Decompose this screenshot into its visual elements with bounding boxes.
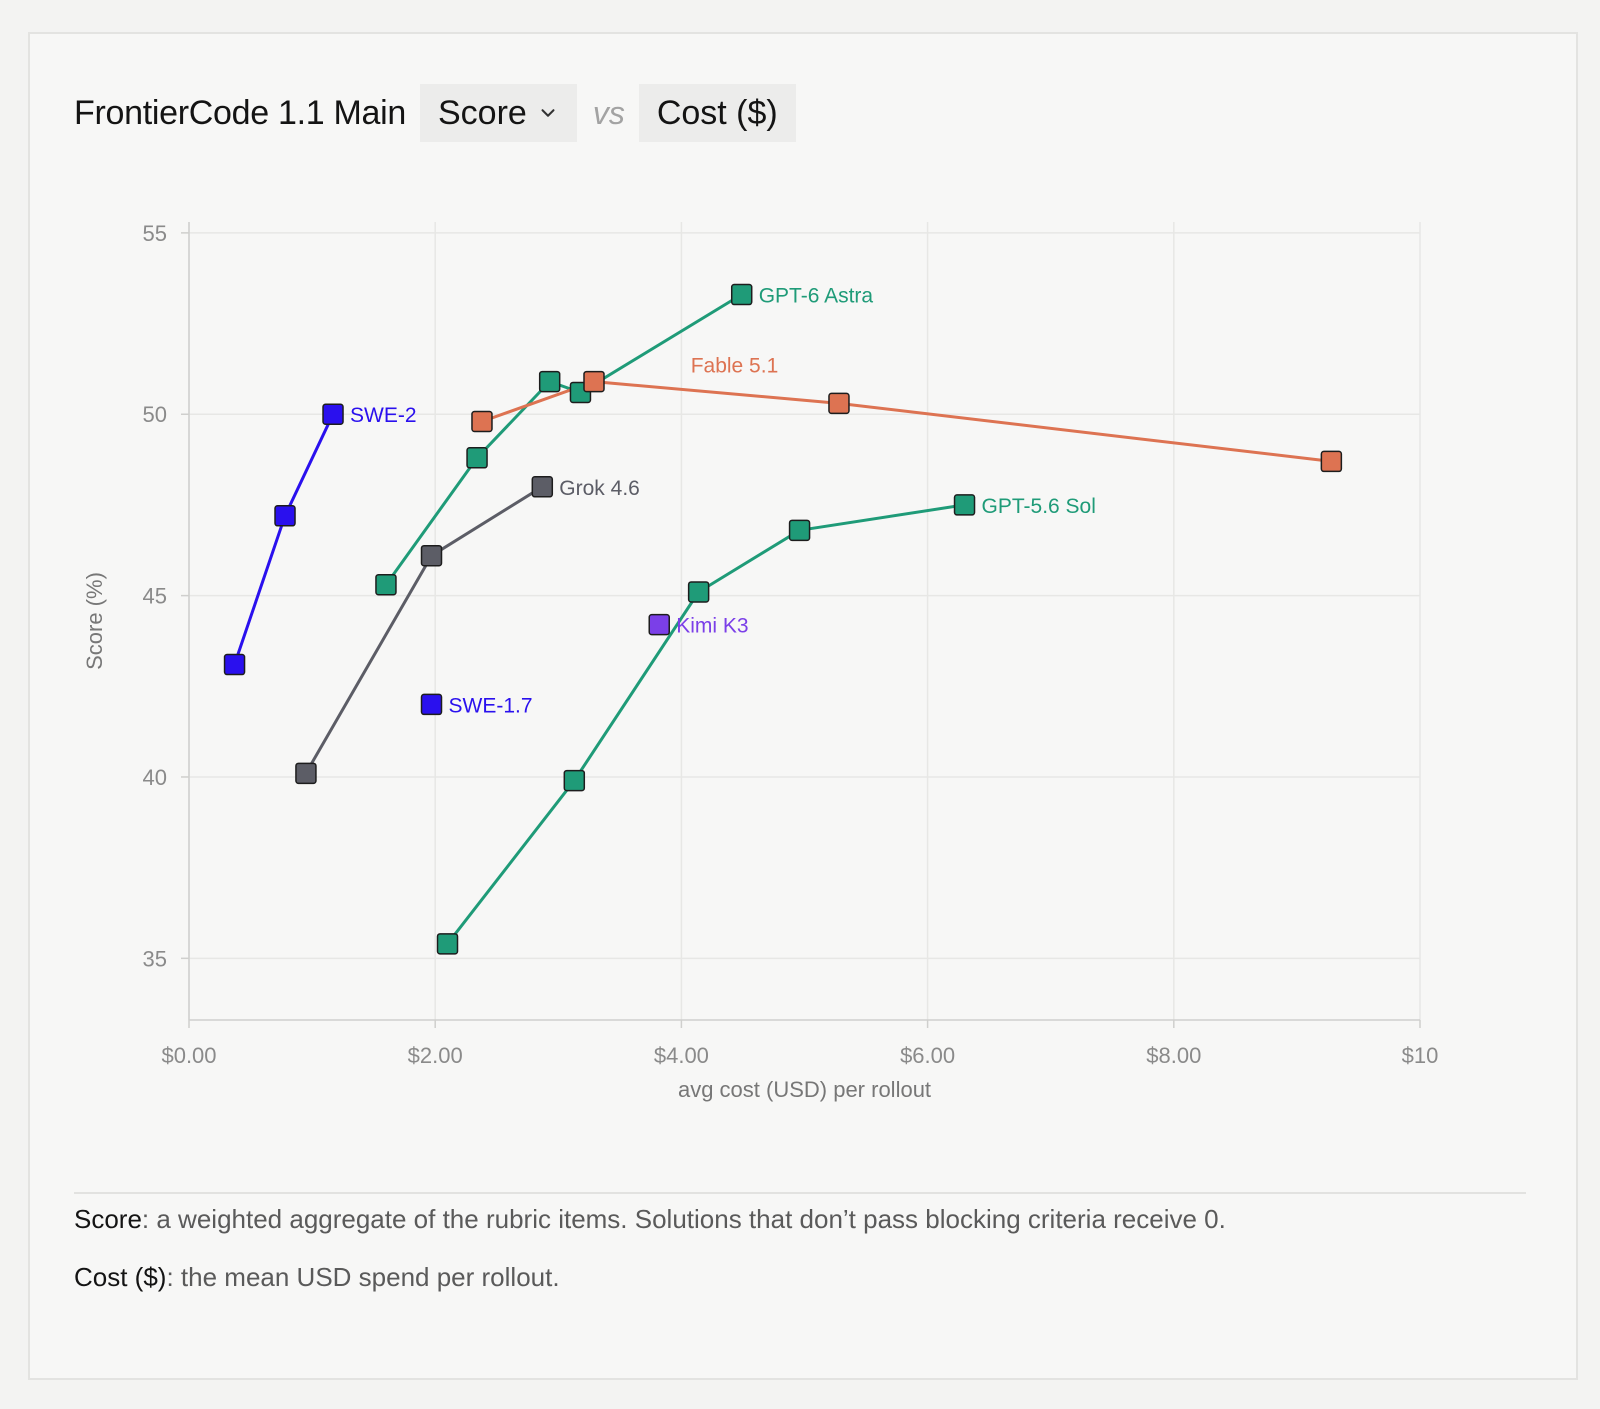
series-label-swe-2: SWE-2	[350, 404, 417, 427]
chevron-down-icon	[541, 109, 555, 117]
cost-term: Cost ($)	[74, 1262, 167, 1292]
score-term: Score	[74, 1204, 142, 1234]
chart-header: FrontierCode 1.1 Main Score vs Cost ($)	[74, 84, 796, 142]
data-point-gpt-5-6-sol[interactable]	[687, 581, 710, 603]
chart-card: FrontierCode 1.1 Main Score vs Cost ($) …	[28, 32, 1578, 1380]
x-axis-label: avg cost (USD) per rollout	[678, 1077, 931, 1102]
scatter-line-chart: $0.00 $2.00 $4.00 $6.00 $8.00 $10 35 40 45 50 55 av…	[82, 221, 1439, 1102]
data-point-swe-1-7[interactable]	[420, 693, 443, 716]
x-tick-label: $6.00	[900, 1043, 955, 1068]
data-point-swe-2[interactable]	[223, 653, 246, 676]
y-tick-label: 55	[143, 221, 167, 246]
data-point-fable-5-1[interactable]	[1320, 450, 1343, 473]
metric-dropdown[interactable]: Score	[419, 84, 577, 142]
vs-label: vs	[592, 94, 625, 131]
data-point-grok-4-6[interactable]	[531, 476, 554, 498]
data-point-grok-4-6[interactable]	[295, 762, 317, 785]
data-point-fable-5-1[interactable]	[828, 392, 850, 415]
data-point-gpt-6-astra[interactable]	[466, 447, 488, 469]
series-label-gpt-6-astra: GPT-6 Astra	[759, 285, 874, 308]
series-label-gpt-5-6-sol: GPT-5.6 Sol	[982, 495, 1096, 518]
data-point-gpt-6-astra[interactable]	[538, 370, 561, 393]
series-label-grok-4-6: Grok 4.6	[559, 477, 640, 500]
data-point-gpt-6-astra[interactable]	[375, 573, 397, 596]
data-point-gpt-6-astra[interactable]	[730, 283, 753, 306]
x-tick-label: $0.00	[161, 1043, 216, 1068]
data-point-gpt-5-6-sol[interactable]	[953, 494, 976, 516]
series-line-gpt-5-6-sol	[446, 503, 965, 945]
y-axis-label: Score (%)	[82, 572, 107, 670]
series-line-fable-5-1	[481, 380, 1332, 463]
series-label-swe-1-7: SWE-1.7	[449, 694, 533, 717]
cost-definition: Cost ($): the mean USD spend per rollout…	[74, 1262, 560, 1293]
data-point-swe-2[interactable]	[322, 403, 344, 425]
x-tick-label: $2.00	[408, 1043, 463, 1068]
data-point-swe-2[interactable]	[274, 505, 296, 527]
data-point-gpt-5-6-sol[interactable]	[436, 933, 459, 955]
y-tick-label: 35	[143, 946, 167, 971]
data-point-fable-5-1[interactable]	[583, 370, 605, 393]
data-point-fable-5-1[interactable]	[471, 410, 493, 433]
metric-dropdown-label: Score	[437, 93, 527, 132]
compare-metric-label: Cost ($)	[656, 93, 778, 132]
series-label-fable-5-1: Fable 5.1	[691, 354, 779, 377]
cost-description: : the mean USD spend per rollout.	[166, 1262, 560, 1292]
score-description: : a weighted aggregate of the rubric ite…	[141, 1204, 1226, 1234]
score-definition: Score: a weighted aggregate of the rubri…	[74, 1204, 1226, 1235]
compare-metric-box: Cost ($)	[638, 84, 796, 142]
data-point-kimi-k3[interactable]	[648, 613, 670, 636]
y-tick-label: 45	[143, 584, 167, 609]
y-tick-label: 50	[143, 402, 167, 427]
x-tick-label: $8.00	[1146, 1043, 1201, 1068]
divider	[74, 1192, 1526, 1194]
series-label-kimi-k3: Kimi K3	[676, 615, 748, 638]
x-tick-label: $4.00	[654, 1043, 709, 1068]
data-point-grok-4-6[interactable]	[420, 544, 443, 567]
series-line-gpt-6-astra	[384, 293, 743, 586]
x-tick-label: $10	[1402, 1043, 1439, 1068]
y-tick-label: 40	[143, 765, 167, 790]
series-line-swe-2	[233, 413, 335, 665]
benchmark-title: FrontierCode 1.1 Main	[74, 93, 406, 132]
data-point-gpt-5-6-sol[interactable]	[788, 519, 811, 542]
data-point-gpt-5-6-sol[interactable]	[563, 769, 586, 792]
